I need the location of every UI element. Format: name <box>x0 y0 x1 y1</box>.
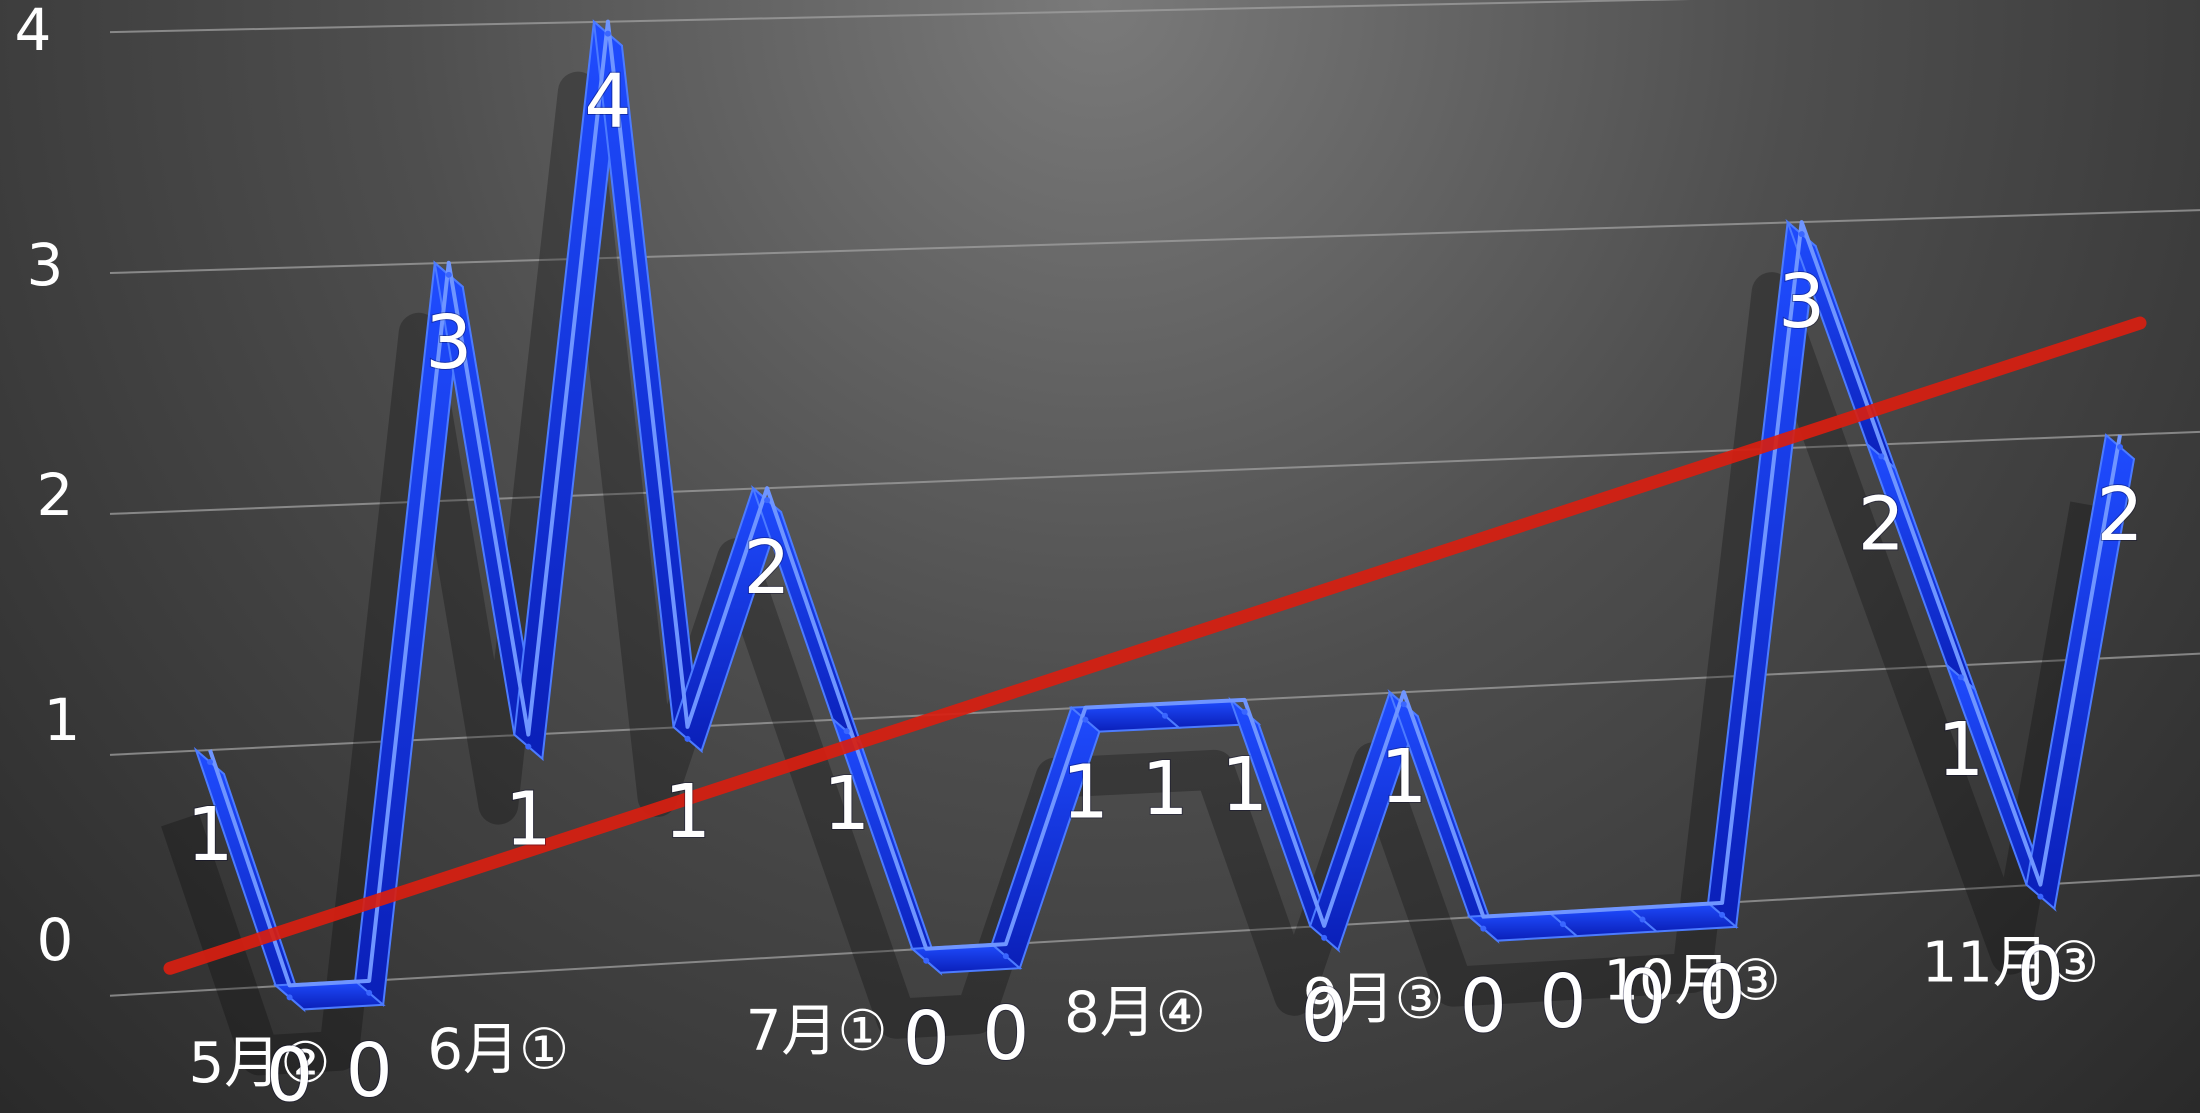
data-point <box>366 990 372 996</box>
data-point <box>844 728 850 734</box>
data-point <box>1480 926 1486 932</box>
data-point <box>287 994 293 1000</box>
data-label: 0 <box>266 1032 313 1113</box>
data-label: 0 <box>2017 932 2064 1018</box>
data-point <box>1719 912 1725 918</box>
data-label: 0 <box>1539 959 1586 1045</box>
data-point <box>764 497 770 503</box>
data-point <box>1640 917 1646 923</box>
data-point <box>923 958 929 964</box>
data-label: 0 <box>982 991 1029 1077</box>
data-label: 0 <box>1460 964 1507 1050</box>
data-point <box>2037 894 2043 900</box>
data-label: 1 <box>1062 750 1109 836</box>
data-point <box>2117 444 2123 450</box>
gridline <box>110 875 2200 995</box>
data-label: 1 <box>505 777 552 863</box>
data-label: 0 <box>1619 955 1666 1041</box>
data-label: 0 <box>1699 950 1746 1036</box>
y-tick-label: 1 <box>44 686 81 754</box>
gridline <box>110 210 2200 273</box>
y-tick-label: 3 <box>27 231 64 299</box>
data-label: 4 <box>584 59 631 145</box>
ribbon-segment <box>992 708 1100 969</box>
data-label: 0 <box>346 1028 393 1113</box>
data-label: 1 <box>1937 707 1984 793</box>
x-axis-label: 6月① <box>427 1017 569 1082</box>
data-point <box>1082 717 1088 723</box>
data-label: 3 <box>1778 259 1825 345</box>
data-point <box>605 31 611 37</box>
gridline <box>110 0 2200 32</box>
data-point <box>1401 701 1407 707</box>
data-label: 3 <box>425 300 472 386</box>
data-label: 0 <box>1301 973 1348 1059</box>
data-label: 1 <box>1221 742 1268 828</box>
data-label: 2 <box>2096 472 2143 558</box>
data-point <box>1799 231 1805 237</box>
x-axis-label: 7月① <box>746 999 888 1064</box>
y-tick-label: 0 <box>37 906 74 974</box>
data-label: 1 <box>664 769 711 855</box>
data-point <box>207 759 213 765</box>
x-axis-label: 11月③ <box>1922 930 2099 995</box>
data-label: 1 <box>1380 734 1427 820</box>
data-point <box>1878 453 1884 459</box>
data-label: 1 <box>186 792 233 878</box>
data-label: 2 <box>744 525 791 611</box>
data-point <box>1162 713 1168 719</box>
data-point <box>1560 921 1566 927</box>
data-label: 1 <box>823 761 870 847</box>
data-point <box>1003 953 1009 959</box>
data-point <box>1321 935 1327 941</box>
data-point <box>1242 709 1248 715</box>
x-axis-labels: 5月② 6月① 7月① 8月④ 9月③ 10月③ 11月③ <box>189 930 2099 1096</box>
data-point <box>525 744 531 750</box>
data-label: 1 <box>1141 746 1188 832</box>
data-point <box>1958 674 1964 680</box>
data-label: 0 <box>903 996 950 1082</box>
x-axis-label: 8月④ <box>1064 981 1206 1046</box>
y-tick-label: 4 <box>15 0 52 64</box>
data-point <box>685 736 691 742</box>
data-label: 2 <box>1858 481 1905 567</box>
y-tick-label: 2 <box>37 461 74 529</box>
y-axis-ticks: 0 1 2 3 4 <box>15 0 81 974</box>
data-point <box>446 272 452 278</box>
